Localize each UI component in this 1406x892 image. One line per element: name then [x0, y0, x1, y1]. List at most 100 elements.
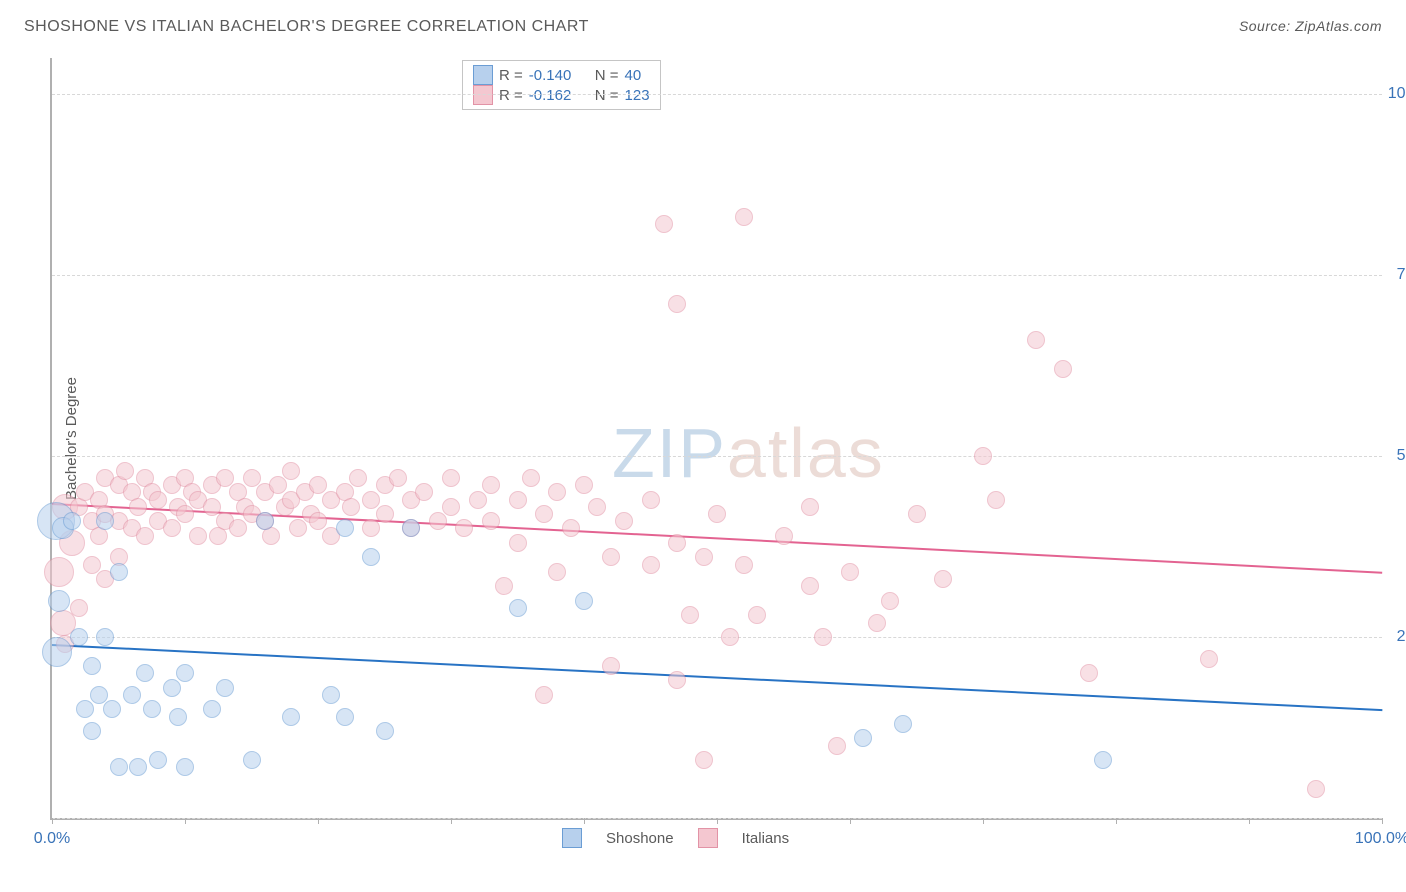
data-point-b [309, 512, 327, 530]
data-point-b [775, 527, 793, 545]
data-point-a [176, 758, 194, 776]
r-value: -0.140 [529, 67, 589, 84]
data-point-a [216, 679, 234, 697]
data-point-b [149, 491, 167, 509]
data-point-a [83, 657, 101, 675]
x-tick [1116, 818, 1117, 824]
data-point-a [1094, 751, 1112, 769]
legend-stats: R = -0.140 N = 40 R = -0.162 N = 123 [462, 60, 661, 110]
data-point-a [575, 592, 593, 610]
data-point-b [176, 505, 194, 523]
data-point-b [509, 534, 527, 552]
data-point-a [90, 686, 108, 704]
data-point-b [482, 476, 500, 494]
data-point-a [854, 729, 872, 747]
data-point-b [1054, 360, 1072, 378]
data-point-b [349, 469, 367, 487]
x-tick [983, 818, 984, 824]
data-point-a [48, 590, 70, 612]
data-point-b [455, 519, 473, 537]
data-point-b [362, 491, 380, 509]
data-point-b [602, 657, 620, 675]
data-point-a [143, 700, 161, 718]
data-point-a [42, 637, 72, 667]
data-point-a [129, 758, 147, 776]
data-point-b [974, 447, 992, 465]
data-point-b [535, 686, 553, 704]
data-point-a [336, 519, 354, 537]
source-label: Source: ZipAtlas.com [1239, 18, 1382, 36]
data-point-a [76, 700, 94, 718]
data-point-a [402, 519, 420, 537]
data-point-b [548, 483, 566, 501]
data-point-b [522, 469, 540, 487]
data-point-b [442, 469, 460, 487]
data-point-b [495, 577, 513, 595]
data-point-a [70, 628, 88, 646]
data-point-a [169, 708, 187, 726]
data-point-b [602, 548, 620, 566]
x-tick [850, 818, 851, 824]
data-point-a [96, 628, 114, 646]
data-point-a [203, 700, 221, 718]
trend-line-a [52, 644, 1382, 711]
data-point-b [708, 505, 726, 523]
data-point-b [216, 469, 234, 487]
data-point-a [176, 664, 194, 682]
data-point-b [562, 519, 580, 537]
x-tick [185, 818, 186, 824]
gridline [52, 456, 1382, 457]
data-point-b [1200, 650, 1218, 668]
data-point-b [136, 527, 154, 545]
data-point-a [894, 715, 912, 733]
data-point-a [103, 700, 121, 718]
data-point-b [442, 498, 460, 516]
y-tick-label: 50.0% [1397, 447, 1406, 465]
data-point-a [83, 722, 101, 740]
data-point-b [721, 628, 739, 646]
data-point-b [163, 519, 181, 537]
data-point-a [136, 664, 154, 682]
data-point-a [376, 722, 394, 740]
x-tick [717, 818, 718, 824]
data-point-b [548, 563, 566, 581]
data-point-b [83, 556, 101, 574]
data-point-b [44, 557, 74, 587]
x-tick-label: 100.0% [1355, 830, 1406, 848]
gridline [52, 637, 1382, 638]
data-point-b [881, 592, 899, 610]
data-point-b [189, 527, 207, 545]
data-point-b [868, 614, 886, 632]
data-point-b [681, 606, 699, 624]
legend-swatch-a [562, 828, 582, 848]
data-point-b [668, 295, 686, 313]
data-point-b [668, 671, 686, 689]
legend-series: Shoshone Italians [562, 828, 789, 848]
data-point-a [336, 708, 354, 726]
data-point-b [1307, 780, 1325, 798]
legend-label-a: Shoshone [606, 830, 674, 847]
data-point-b [269, 476, 287, 494]
data-point-b [642, 491, 660, 509]
x-tick-label: 0.0% [34, 830, 70, 848]
data-point-b [695, 548, 713, 566]
data-point-b [289, 519, 307, 537]
legend-label-b: Italians [742, 830, 790, 847]
data-point-b [801, 577, 819, 595]
data-point-b [282, 462, 300, 480]
data-point-b [482, 512, 500, 530]
data-point-a [149, 751, 167, 769]
data-point-a [282, 708, 300, 726]
gridline [52, 94, 1382, 95]
legend-swatch-a [473, 65, 493, 85]
data-point-b [362, 519, 380, 537]
data-point-b [509, 491, 527, 509]
data-point-b [415, 483, 433, 501]
y-tick-label: 100.0% [1388, 85, 1406, 103]
data-point-b [987, 491, 1005, 509]
data-point-b [735, 556, 753, 574]
data-point-a [123, 686, 141, 704]
data-point-b [934, 570, 952, 588]
data-point-a [509, 599, 527, 617]
chart-title: SHOSHONE VS ITALIAN BACHELOR'S DEGREE CO… [24, 18, 589, 36]
